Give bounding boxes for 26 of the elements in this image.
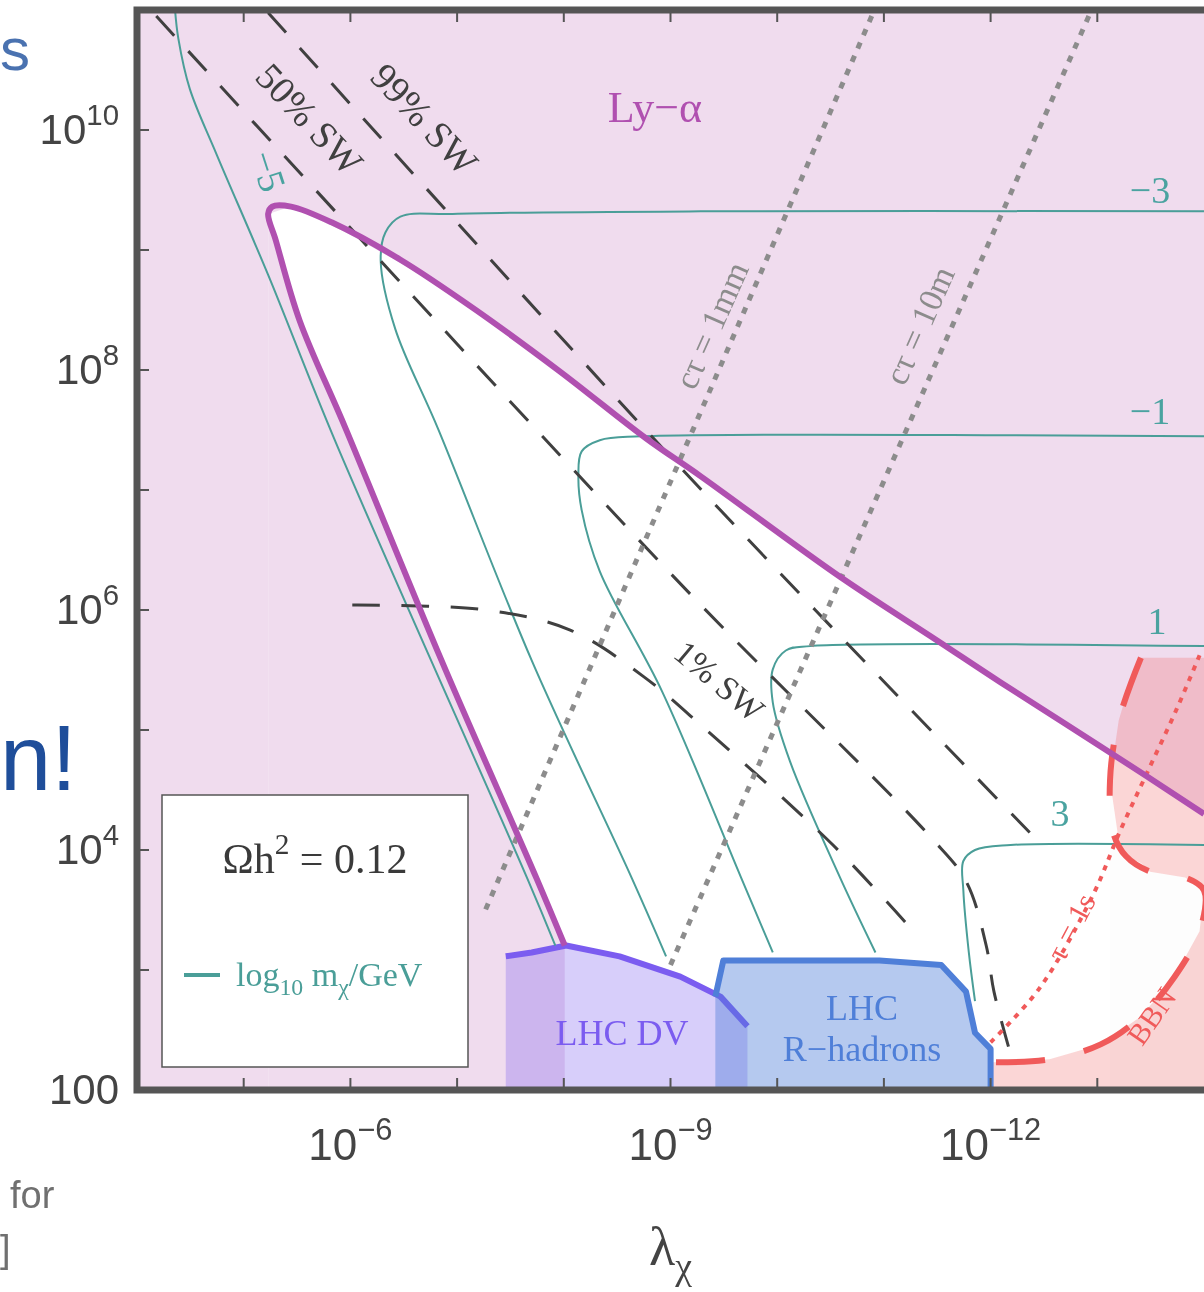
text: cτ = 10m bbox=[877, 260, 962, 391]
text: 1% SW bbox=[667, 633, 773, 730]
y-tick-label: 10$^{6}$ bbox=[55, 578, 119, 633]
x-tick-label: 10$^{−12}$ bbox=[940, 1112, 1042, 1169]
annotation: −1 bbox=[1129, 390, 1171, 432]
text: cτ = 1mm bbox=[667, 256, 756, 395]
y-tick-label: 10$^{8}$ bbox=[55, 338, 119, 393]
annotation: 3 bbox=[1050, 792, 1070, 834]
series-label: LHC R−hadrons bbox=[782, 988, 942, 1070]
annotation: −5 bbox=[242, 145, 295, 197]
y-tick-label: 100 bbox=[48, 1066, 119, 1113]
y-tick-label: 10$^{10}$ bbox=[39, 98, 119, 153]
x-tick-label: 10$^{−9}$ bbox=[628, 1112, 713, 1169]
x-tick-label: 10$^{−6}$ bbox=[308, 1112, 393, 1169]
x-axis-title: λ$_{χ}$ bbox=[649, 1217, 693, 1287]
series-label: LHC DV bbox=[555, 1013, 689, 1053]
text: n! bbox=[0, 707, 77, 809]
annotation: −3 bbox=[1129, 169, 1171, 211]
text: for bbox=[10, 1174, 55, 1216]
text: s bbox=[0, 16, 30, 83]
text: Ly−α bbox=[607, 83, 703, 132]
annotation: 1 bbox=[1147, 600, 1167, 642]
text: log$_{10}$ m$_{χ}$/GeV bbox=[236, 956, 423, 1000]
y-tick-label: 10$^{4}$ bbox=[55, 818, 119, 873]
text: ] bbox=[0, 1228, 11, 1270]
legend-title: Ωh$^{2}$ = 0.12 bbox=[222, 828, 408, 882]
